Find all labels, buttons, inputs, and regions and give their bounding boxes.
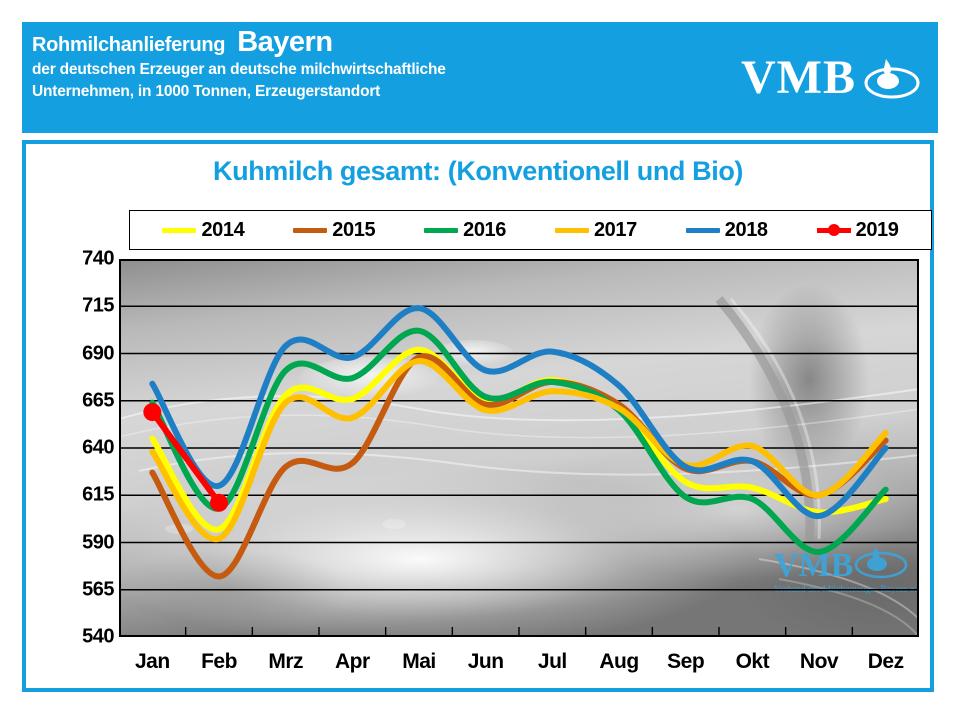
legend-swatch-line-icon: [424, 227, 459, 233]
data-point-marker: [143, 403, 162, 422]
legend-item-2016[interactable]: 2016: [424, 219, 506, 242]
x-axis-tick-label: Jun: [467, 650, 504, 673]
legend-item-label: 2017: [593, 218, 637, 241]
legend-swatch-line-icon: [293, 227, 328, 233]
x-axis-tick-label: Sep: [667, 650, 705, 673]
legend-item-2018[interactable]: 2018: [685, 218, 768, 242]
legend-item-label: 2015: [332, 218, 376, 241]
y-axis-tick-label: 615: [82, 483, 114, 506]
milk-drop-icon: [862, 55, 920, 101]
legend-swatch-line-icon: [554, 227, 589, 233]
y-axis: 540 565 590 615 640 665 690 715 740: [34, 144, 114, 696]
x-axis-tick-label: Feb: [201, 650, 237, 673]
legend-swatch-line-icon: [162, 227, 197, 233]
x-axis-tick-label: Nov: [799, 650, 839, 673]
chart-title: Kuhmilch gesamt: (Konventionell und Bio): [213, 156, 743, 186]
legend-item-2014[interactable]: 2014: [162, 218, 245, 242]
x-axis-tick-label: Dez: [867, 650, 904, 673]
header-band: Rohmilchanlieferung Bayern der deutschen …: [22, 22, 938, 133]
legend-swatch-marker-icon: [816, 224, 851, 236]
header-line-2: der deutschen Erzeuger an deutsche milch…: [32, 61, 446, 78]
legend-item-2019[interactable]: 2019: [816, 218, 899, 242]
legend-item-label: 2018: [724, 218, 768, 241]
chart-frame: Kuhmilch gesamt: (Konventionell und Bio)…: [22, 140, 934, 692]
y-axis-tick-label: 540: [82, 625, 114, 648]
plot-wrapper: 540 565 590 615 640 665 690 715 740 Jan Feb Mrz Apr…: [26, 144, 938, 696]
y-axis-tick-label: 640: [82, 436, 114, 459]
x-axis-tick-label: Jan: [134, 650, 170, 673]
x-axis: Jan Feb Mrz Apr Mai Jun Jul Aug Sep Okt Nov Dez: [119, 650, 919, 690]
series-line-2018: [149, 305, 889, 520]
header-text-block: Rohmilchanlieferung Bayern der deutschen …: [32, 28, 692, 103]
legend-item-label: 2014: [201, 218, 245, 241]
plot-area: VMB Verband der Milcherzeuger Bayern e.V.: [119, 259, 919, 637]
legend-swatch-line-icon: [685, 227, 720, 233]
x-axis-tick-label: Mrz: [268, 650, 303, 673]
vmb-logo: VMB: [741, 54, 920, 102]
y-axis-tick-label: 715: [82, 294, 114, 317]
chart-legend: 2014 2015 2016 2017 2018 2019: [129, 210, 932, 250]
series-line-2016: [149, 327, 889, 555]
series-group: [143, 305, 889, 580]
y-axis-tick-label: 590: [82, 531, 114, 553]
header-title-prefix: Rohmilchanlieferung: [32, 34, 226, 56]
y-axis-tick-label: 690: [82, 342, 114, 364]
legend-item-label: 2019: [855, 218, 899, 241]
legend-item-2017[interactable]: 2017: [554, 218, 637, 242]
x-axis-tick-label: Okt: [735, 650, 770, 673]
series-line-2019: [143, 403, 228, 512]
x-axis-tick-label: Jul: [537, 650, 567, 673]
x-axis-tick-label: Apr: [334, 650, 370, 673]
y-axis-tick-label: 740: [82, 247, 114, 270]
vmb-logo-text: VMB: [741, 51, 856, 104]
legend-item-label: 2016: [463, 218, 507, 241]
series-line-2017: [149, 358, 889, 543]
x-axis-tick-label: Aug: [599, 650, 639, 673]
header-line-3: Unternehmen, in 1000 Tonnen, Erzeugersta…: [32, 83, 381, 100]
y-axis-tick-label: 665: [82, 389, 114, 412]
data-point-marker: [210, 493, 228, 512]
legend-item-2015[interactable]: 2015: [293, 218, 376, 242]
header-line-1: Rohmilchanlieferung Bayern: [32, 28, 692, 59]
header-title-region: Bayern: [237, 26, 333, 58]
x-axis-tick-label: Mai: [402, 650, 436, 673]
y-axis-tick-label: 565: [82, 578, 114, 601]
x-axis-ticks: [184, 627, 854, 637]
